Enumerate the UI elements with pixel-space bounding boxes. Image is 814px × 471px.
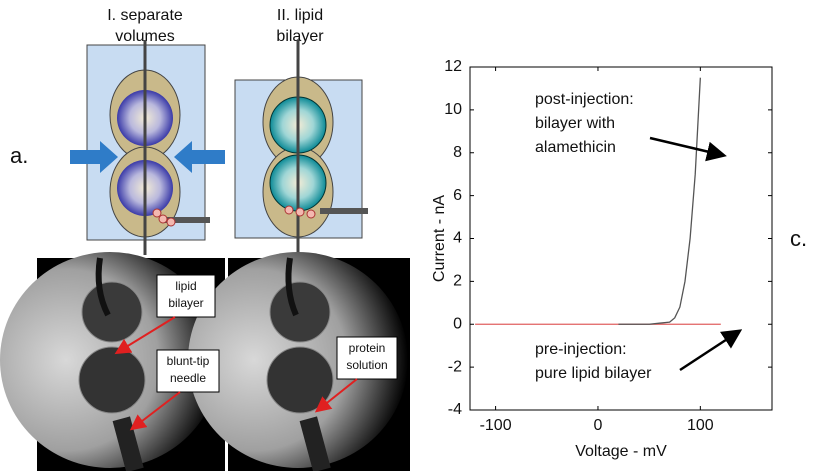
photo-label: needle	[170, 371, 206, 385]
protein	[285, 206, 293, 214]
figure: I. separate volumes II. lipid bilayer a.…	[0, 0, 814, 471]
protein	[296, 208, 304, 216]
annotation-arrow	[680, 332, 738, 370]
column-title: II. lipid	[277, 7, 323, 24]
photo-label: solution	[346, 358, 387, 372]
photos-b: b. lipid bilayer blunt-tip needle protei…	[0, 252, 410, 471]
data-line	[618, 78, 700, 325]
x-axis-label: Voltage - mV	[575, 443, 667, 460]
annotation: alamethicin	[535, 139, 616, 156]
droplet	[79, 347, 145, 413]
iv-chart: -4 -2 0 2 4 6 8 10 12 -100 0 100 Voltage - mV Current…	[431, 58, 772, 460]
y-tick-label: 2	[453, 273, 462, 290]
droplet	[267, 347, 333, 413]
x-tick-label: 100	[687, 417, 714, 434]
y-tick-label: 0	[453, 315, 462, 332]
needle	[320, 208, 368, 214]
y-tick-label: -2	[448, 358, 462, 375]
annotation-arrow	[650, 138, 722, 155]
droplet	[82, 282, 142, 342]
protein	[153, 209, 161, 217]
photo-label: protein	[349, 341, 386, 355]
photo-label: blunt-tip	[167, 354, 210, 368]
x-tick-label: 0	[594, 417, 603, 434]
y-axis-label: Current - nA	[431, 195, 448, 282]
photo-label: bilayer	[168, 296, 203, 310]
annotation: post-injection:	[535, 91, 634, 108]
y-tick-label: -4	[448, 401, 462, 418]
y-tick-label: 10	[444, 101, 462, 118]
column-title: bilayer	[276, 28, 324, 45]
x-tick-label: -100	[480, 417, 512, 434]
plot-frame	[470, 67, 772, 410]
protein	[159, 215, 167, 223]
column-title: I. separate	[107, 7, 183, 24]
annotation: bilayer with	[535, 115, 615, 132]
panel-label: a.	[10, 143, 28, 168]
protein	[167, 218, 175, 226]
protein	[307, 210, 315, 218]
y-tick-label: 12	[444, 58, 462, 75]
photo-label: lipid	[175, 279, 196, 293]
panel-label: c.	[790, 226, 807, 251]
annotation: pre-injection:	[535, 341, 627, 358]
y-tick-label: 6	[453, 187, 462, 204]
droplet	[270, 282, 330, 342]
y-tick-label: 4	[453, 230, 462, 247]
diagram-a: I. separate volumes II. lipid bilayer a.	[10, 7, 368, 255]
annotation: pure lipid bilayer	[535, 365, 652, 382]
y-tick-label: 8	[453, 144, 462, 161]
